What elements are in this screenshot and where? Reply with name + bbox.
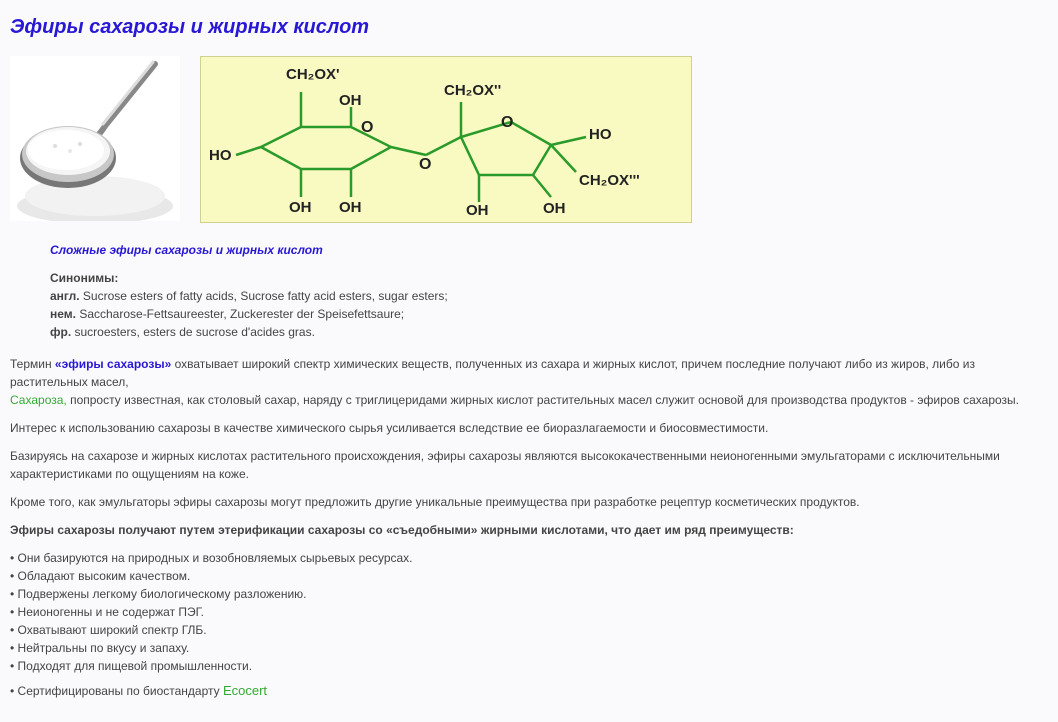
- svg-text:O: O: [501, 114, 513, 131]
- synonyms-block: Синонимы: англ. Sucrose esters of fatty …: [50, 269, 1048, 341]
- list-item: Нейтральны по вкусу и запаху.: [10, 639, 1048, 657]
- svg-text:OH: OH: [466, 202, 489, 219]
- lang-en-label: англ.: [50, 289, 80, 303]
- lang-de-label: нем.: [50, 307, 76, 321]
- cert-list: Сертифицированы по биостандарту Ecocert: [10, 681, 1048, 701]
- lang-en-text: Sucrose esters of fatty acids, Sucrose f…: [80, 289, 448, 303]
- svg-text:OH: OH: [543, 200, 566, 217]
- list-item: Охватывают широкий спектр ГЛБ.: [10, 621, 1048, 639]
- subtitle: Сложные эфиры сахарозы и жирных кислот: [50, 241, 1048, 259]
- paragraph-moreover: Кроме того, как эмульгаторы эфиры сахаро…: [10, 493, 1048, 511]
- para1-pre: Термин: [10, 357, 55, 371]
- svg-text:HO: HO: [589, 126, 612, 143]
- svg-text:O: O: [419, 156, 431, 173]
- lang-fr-text: sucroesters, esters de sucrose d'acides …: [71, 325, 315, 339]
- page-title: Эфиры сахарозы и жирных кислот: [10, 12, 1048, 42]
- svg-text:CH₂OX''': CH₂OX''': [579, 172, 640, 189]
- image-row: CH₂OX' CH₂OX'' CH₂OX''' O O O HO OH OH O…: [10, 56, 1048, 223]
- sucrose-link[interactable]: Сахароза,: [10, 393, 67, 407]
- ecocert-link[interactable]: Ecocert: [223, 683, 267, 698]
- svg-text:O: O: [361, 119, 373, 136]
- svg-text:OH: OH: [339, 92, 362, 109]
- advantages-list: Они базируются на природных и возобновля…: [10, 549, 1048, 675]
- svg-text:CH₂OX'': CH₂OX'': [444, 82, 501, 99]
- molecule-structure: CH₂OX' CH₂OX'' CH₂OX''' O O O HO OH OH O…: [200, 56, 692, 223]
- lang-de-text: Saccharose-Fettsaureester, Zuckerester d…: [76, 307, 404, 321]
- list-item: Обладают высоким качеством.: [10, 567, 1048, 585]
- paragraph-based: Базируясь на сахарозе и жирных кислотах …: [10, 447, 1048, 483]
- svg-text:CH₂OX': CH₂OX': [286, 66, 340, 83]
- paragraph-interest: Интерес к использованию сахарозы в качес…: [10, 419, 1048, 437]
- cert-pre: Сертифицированы по биостандарту: [18, 684, 223, 698]
- paragraph-term: Термин «эфиры сахарозы» охватывает широк…: [10, 355, 1048, 409]
- svg-text:HO: HO: [209, 147, 232, 164]
- lang-fr-label: фр.: [50, 325, 71, 339]
- svg-text:OH: OH: [339, 199, 362, 216]
- synonyms-label: Синонимы:: [50, 271, 118, 285]
- list-item: Подвержены легкому биологическому разлож…: [10, 585, 1048, 603]
- paragraph-advantages-header: Эфиры сахарозы получают путем этерификац…: [10, 521, 1048, 539]
- para2-post: попросту известная, как столовый сахар, …: [67, 393, 1019, 407]
- cert-item: Сертифицированы по биостандарту Ecocert: [10, 681, 1048, 701]
- svg-text:OH: OH: [289, 199, 312, 216]
- spoon-image: [10, 56, 180, 221]
- term-highlight: «эфиры сахарозы»: [55, 357, 171, 371]
- list-item: Они базируются на природных и возобновля…: [10, 549, 1048, 567]
- list-item: Неионогенны и не содержат ПЭГ.: [10, 603, 1048, 621]
- list-item: Подходят для пищевой промышленности.: [10, 657, 1048, 675]
